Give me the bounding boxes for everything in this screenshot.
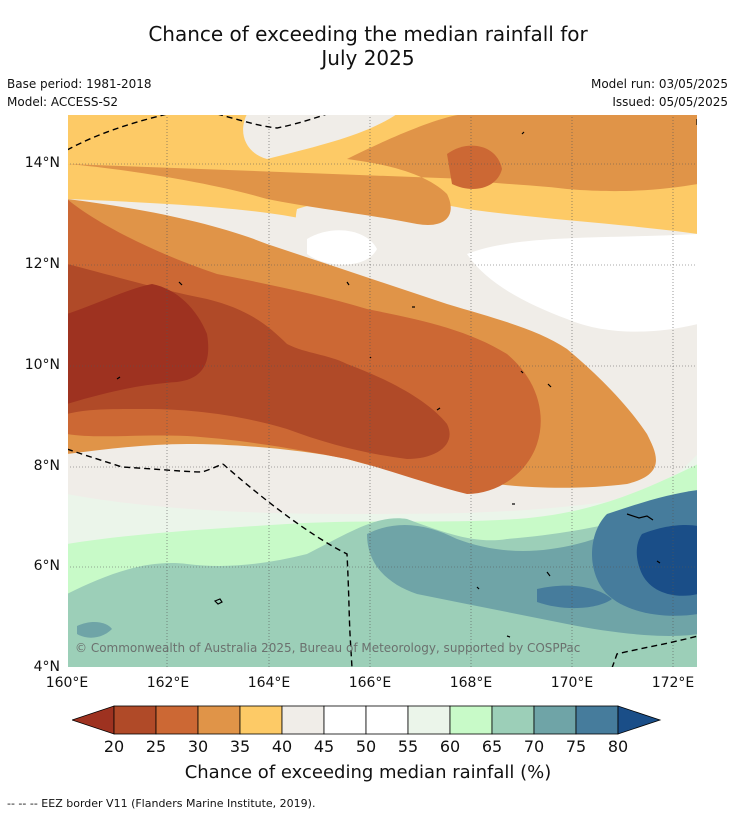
eez-border bbox=[67, 114, 698, 668]
model-run: Model run: 03/05/2025 bbox=[590, 77, 728, 91]
colorbar-tick-label: 50 bbox=[355, 737, 377, 756]
colorbar-tick-label: 40 bbox=[271, 737, 293, 756]
region-50-55-b bbox=[467, 234, 698, 332]
colorbar-tick-label: 25 bbox=[145, 737, 167, 756]
colorbar-title: Chance of exceeding median rainfall (%) bbox=[184, 762, 552, 783]
colorbar-swatch bbox=[155, 705, 199, 735]
region-65-70 bbox=[67, 492, 698, 668]
lon-label-168E: 168°E bbox=[449, 675, 493, 691]
colorbar-tick-label: 45 bbox=[313, 737, 335, 756]
colorbar-swatch bbox=[575, 705, 619, 735]
model-name: Model: ACCESS-S2 bbox=[7, 95, 119, 109]
colorbar-extend-high bbox=[617, 705, 662, 735]
issued-date: Issued: 05/05/2025 bbox=[612, 95, 728, 109]
colorbar-tick-label: 65 bbox=[481, 737, 503, 756]
colorbar bbox=[72, 705, 662, 735]
colorbar-tick-label: 20 bbox=[103, 737, 125, 756]
region-above-80 bbox=[636, 524, 698, 596]
lat-label-14N: 14°N bbox=[24, 155, 60, 171]
colorbar-swatch bbox=[491, 705, 535, 735]
copyright-text: © Commonwealth of Australia 2025, Bureau… bbox=[75, 641, 580, 655]
colorbar-tick-label: 60 bbox=[439, 737, 461, 756]
colorbar-extend-low bbox=[72, 705, 115, 735]
lon-label-164E: 164°E bbox=[247, 675, 291, 691]
title-line-2: July 2025 bbox=[321, 46, 415, 70]
lon-label-166E: 166°E bbox=[348, 675, 392, 691]
colorbar-swatch bbox=[323, 705, 367, 735]
meta-right: Model run: 03/05/2025 Issued: 05/05/2025 bbox=[591, 75, 728, 111]
map-title: Chance of exceeding the median rainfall … bbox=[0, 22, 736, 70]
region-50-55-a bbox=[307, 230, 377, 265]
colorbar-tick-label: 35 bbox=[229, 737, 251, 756]
region-30-35-north bbox=[67, 114, 698, 225]
region-70-west bbox=[77, 622, 112, 638]
lat-label-12N: 12°N bbox=[24, 256, 60, 272]
region-70-75-south bbox=[537, 585, 612, 609]
region-below-20 bbox=[67, 284, 209, 404]
lat-label-4N: 4°N bbox=[33, 659, 60, 675]
colorbar-tick-label: 75 bbox=[565, 737, 587, 756]
colorbar-swatch bbox=[407, 705, 451, 735]
meta-left: Base period: 1981-2018 Model: ACCESS-S2 bbox=[7, 75, 152, 111]
islands bbox=[116, 119, 698, 638]
colorbar-swatch bbox=[113, 705, 157, 735]
colorbar-swatch bbox=[281, 705, 325, 735]
colorbar-swatch bbox=[449, 705, 493, 735]
colorbar-tick-label: 30 bbox=[187, 737, 209, 756]
lat-label-8N: 8°N bbox=[33, 458, 60, 474]
lat-label-10N: 10°N bbox=[24, 357, 60, 373]
lon-label-162E: 162°E bbox=[146, 675, 190, 691]
colorbar-swatch bbox=[365, 705, 409, 735]
colorbar-tick-label: 80 bbox=[607, 737, 629, 756]
region-45-50-north bbox=[243, 114, 397, 159]
eez-footnote: -- -- -- EEZ border V11 (Flanders Marine… bbox=[7, 797, 316, 810]
lon-label-170E: 170°E bbox=[550, 675, 594, 691]
rainfall-map: © Commonwealth of Australia 2025, Bureau… bbox=[67, 114, 698, 668]
title-line-1: Chance of exceeding the median rainfall … bbox=[148, 22, 588, 46]
colorbar-swatch bbox=[239, 705, 283, 735]
colorbar-swatch bbox=[197, 705, 241, 735]
lon-label-160E: 160°E bbox=[45, 675, 89, 691]
region-25-30-ne bbox=[447, 145, 502, 189]
colorbar-tick-label: 55 bbox=[397, 737, 419, 756]
lon-label-172E: 172°E bbox=[651, 675, 695, 691]
colorbar-swatch bbox=[533, 705, 577, 735]
lat-label-6N: 6°N bbox=[33, 558, 60, 574]
colorbar-tick-label: 70 bbox=[523, 737, 545, 756]
map-grid bbox=[67, 114, 698, 668]
base-period: Base period: 1981-2018 bbox=[7, 77, 152, 91]
